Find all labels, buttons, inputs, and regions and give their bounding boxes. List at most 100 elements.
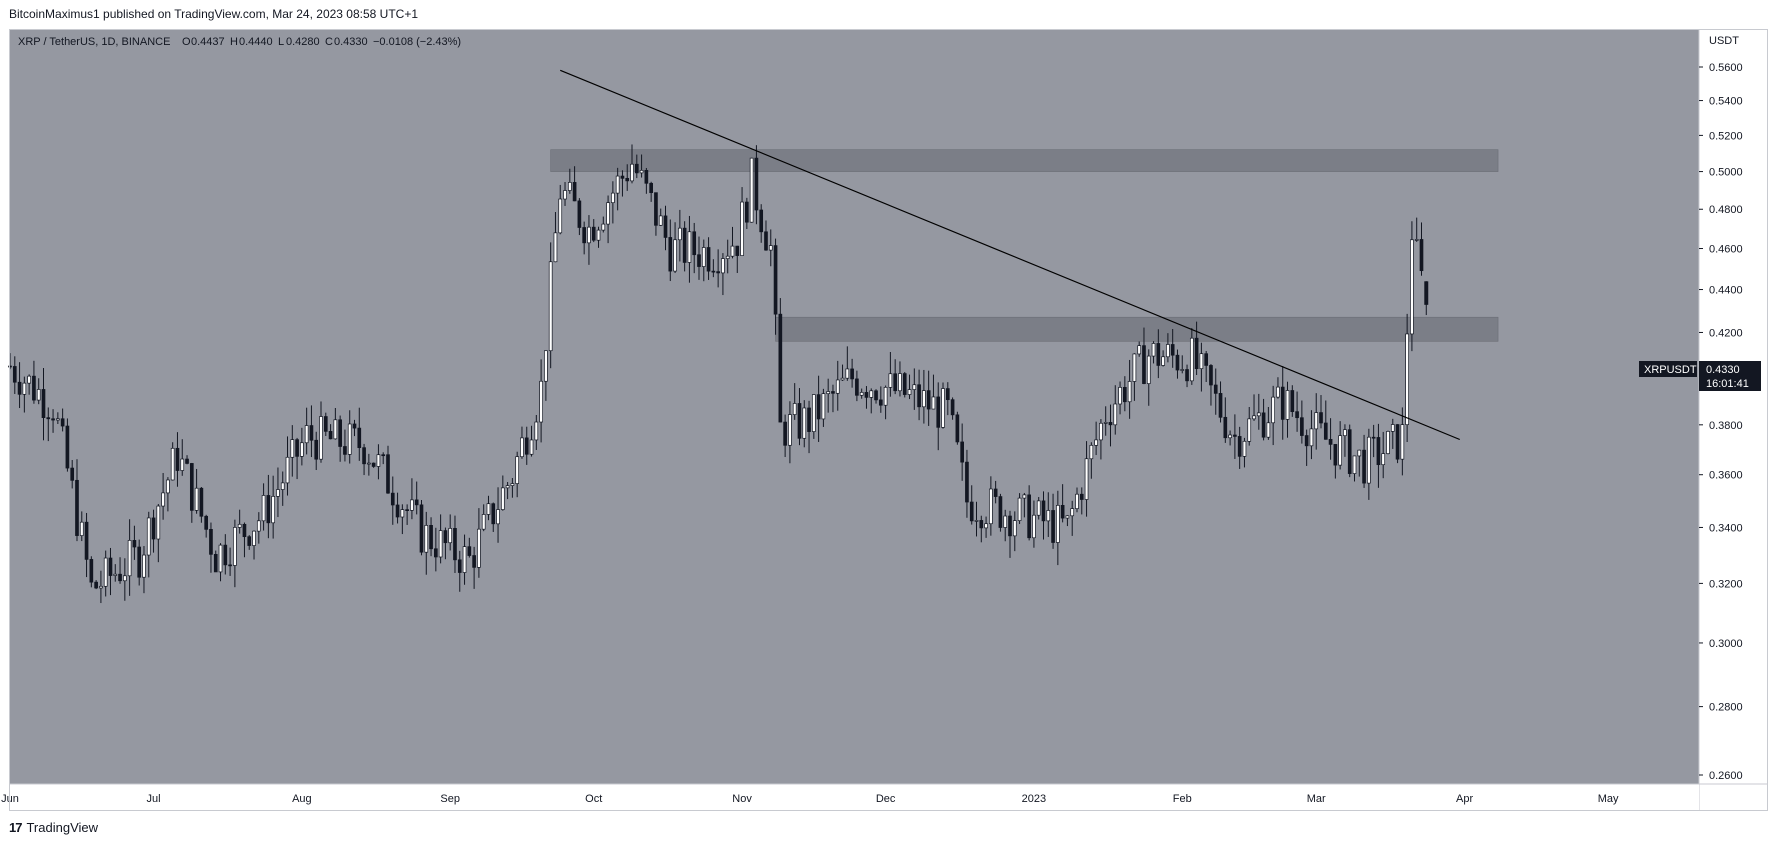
candle bbox=[711, 270, 716, 273]
candle bbox=[1060, 504, 1065, 519]
candle bbox=[1295, 411, 1299, 419]
candle bbox=[1228, 434, 1232, 439]
candle bbox=[1314, 412, 1319, 430]
candle bbox=[740, 201, 744, 256]
candle bbox=[180, 458, 185, 471]
candle bbox=[883, 386, 888, 406]
candle bbox=[1194, 337, 1199, 370]
candle bbox=[606, 202, 610, 225]
candle bbox=[553, 232, 558, 263]
candle bbox=[438, 530, 443, 558]
candle bbox=[443, 530, 448, 544]
candle bbox=[434, 548, 438, 558]
x-tick-label: Oct bbox=[585, 793, 602, 805]
candle bbox=[902, 373, 907, 395]
y-tick-label: 0.5400 bbox=[1709, 96, 1743, 108]
candle bbox=[32, 375, 36, 401]
candle bbox=[1343, 429, 1347, 437]
candle bbox=[807, 407, 811, 432]
candle bbox=[376, 454, 381, 467]
candle bbox=[730, 245, 735, 257]
legend-h-label: H bbox=[230, 36, 238, 48]
candle bbox=[658, 215, 663, 226]
legend-o-label: O bbox=[182, 36, 191, 48]
candle bbox=[204, 515, 209, 530]
candle bbox=[1347, 429, 1352, 474]
candle bbox=[558, 198, 563, 234]
x-tick-label: Jun bbox=[1, 793, 19, 805]
candle bbox=[544, 350, 548, 382]
candle bbox=[1065, 515, 1070, 519]
time-axis-bg bbox=[10, 784, 1699, 811]
legend-l-label: L bbox=[278, 36, 284, 48]
horizontal-zone bbox=[550, 149, 1499, 172]
candle bbox=[534, 421, 539, 441]
legend-o-value: 0.4437 bbox=[191, 36, 225, 48]
candle bbox=[878, 399, 883, 406]
candle bbox=[429, 525, 433, 550]
candle bbox=[1185, 369, 1189, 382]
candle bbox=[1170, 344, 1175, 356]
candle bbox=[831, 391, 835, 394]
candle bbox=[448, 528, 453, 544]
candle bbox=[347, 423, 352, 455]
x-tick-label: Jul bbox=[147, 793, 161, 805]
candle bbox=[1127, 381, 1132, 403]
candle bbox=[859, 392, 864, 396]
candle bbox=[1022, 494, 1027, 499]
candle bbox=[1362, 449, 1366, 484]
price-tag-bg bbox=[1699, 361, 1761, 391]
candle bbox=[1367, 436, 1371, 484]
candle bbox=[276, 489, 280, 497]
candle bbox=[1008, 515, 1012, 537]
candle bbox=[1017, 497, 1022, 521]
candle bbox=[1390, 424, 1395, 432]
candle bbox=[864, 392, 869, 398]
candle bbox=[941, 388, 945, 428]
candle bbox=[1189, 337, 1194, 382]
x-tick-label: 2023 bbox=[1022, 793, 1046, 805]
candle bbox=[1328, 438, 1333, 445]
price-axis-bg bbox=[1699, 30, 1767, 784]
candle bbox=[955, 414, 960, 443]
candle bbox=[1405, 333, 1409, 426]
candle bbox=[477, 528, 481, 568]
candle bbox=[419, 504, 424, 553]
candle bbox=[582, 227, 586, 244]
candle bbox=[611, 192, 615, 204]
candle bbox=[390, 492, 395, 506]
candle bbox=[285, 456, 290, 484]
footer: 17 TradingView bbox=[9, 820, 98, 835]
candle bbox=[65, 425, 70, 469]
x-tick-label: Mar bbox=[1307, 793, 1326, 805]
candle bbox=[156, 505, 161, 540]
candle bbox=[1103, 422, 1108, 424]
candle bbox=[1381, 453, 1386, 466]
candle bbox=[649, 182, 653, 194]
candle bbox=[118, 573, 122, 582]
candle bbox=[209, 529, 213, 555]
candle bbox=[1357, 449, 1362, 457]
candle bbox=[199, 487, 204, 517]
candle bbox=[1333, 444, 1338, 466]
candle bbox=[256, 520, 261, 532]
candle bbox=[481, 514, 486, 530]
candle bbox=[745, 201, 749, 223]
candle bbox=[984, 523, 988, 529]
ohlc-legend: XRP / TetherUS, 1D, BINANCE O 0.4437 H 0… bbox=[18, 36, 461, 48]
candle bbox=[51, 418, 55, 421]
candle bbox=[1175, 354, 1180, 371]
y-tick-label: 0.3400 bbox=[1709, 522, 1743, 534]
candle bbox=[591, 226, 596, 241]
y-tick-label: 0.4800 bbox=[1709, 204, 1743, 216]
candle bbox=[175, 447, 180, 471]
candle bbox=[1137, 345, 1142, 355]
candle bbox=[280, 482, 285, 490]
candle bbox=[75, 479, 79, 536]
candle bbox=[1199, 353, 1204, 370]
candle bbox=[357, 427, 362, 449]
candle bbox=[644, 170, 649, 184]
x-tick-label: Nov bbox=[732, 793, 752, 805]
candle bbox=[146, 517, 151, 556]
